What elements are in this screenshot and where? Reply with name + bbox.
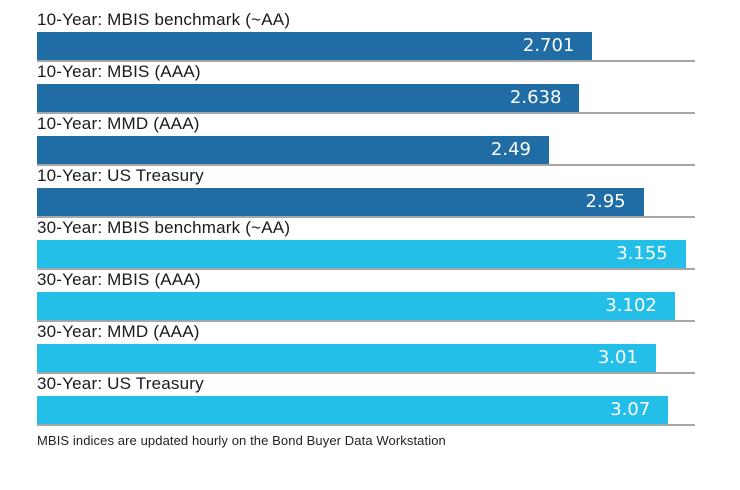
bar: 2.95 <box>37 188 644 216</box>
bar: 2.49 <box>37 136 549 164</box>
category-label: 10-Year: MBIS (AAA) <box>37 62 201 81</box>
category-label: 30-Year: MMD (AAA) <box>37 322 200 341</box>
category-label: 10-Year: MBIS benchmark (~AA) <box>37 10 291 29</box>
bar: 3.155 <box>37 240 686 268</box>
category-label: 10-Year: MMD (AAA) <box>37 114 200 133</box>
bar-row: 30-Year: MBIS (AAA) 3.102 <box>37 270 695 322</box>
bar-track: 3.155 <box>37 240 695 270</box>
bar-track: 2.701 <box>37 32 695 62</box>
bar-track: 2.638 <box>37 84 695 114</box>
bar-value-label: 3.07 <box>610 399 651 420</box>
category-label: 30-Year: US Treasury <box>37 374 204 393</box>
bar-row: 10-Year: US Treasury 2.95 <box>37 166 695 218</box>
bar-value-label: 2.95 <box>585 191 626 212</box>
bar-row: 10-Year: MMD (AAA) 2.49 <box>37 114 695 166</box>
chart-footnote: MBIS indices are updated hourly on the B… <box>37 433 446 448</box>
category-label: 10-Year: US Treasury <box>37 166 204 185</box>
bar-value-label: 3.01 <box>597 347 638 368</box>
bar-value-label: 3.155 <box>616 243 668 264</box>
bond-yields-bar-chart: 10-Year: MBIS benchmark (~AA) 2.701 10-Y… <box>37 10 695 448</box>
bar-track: 2.49 <box>37 136 695 166</box>
bar-baseline <box>37 424 695 426</box>
bar-value-label: 2.49 <box>490 139 531 160</box>
bar-row: 30-Year: MBIS benchmark (~AA) 3.155 <box>37 218 695 270</box>
bar: 3.07 <box>37 396 669 424</box>
bar-value-label: 2.638 <box>509 87 562 108</box>
bar-track: 2.95 <box>37 188 695 218</box>
category-label: 30-Year: MBIS benchmark (~AA) <box>37 218 291 237</box>
bar-row: 10-Year: MBIS benchmark (~AA) 2.701 <box>37 10 695 62</box>
bar: 2.638 <box>37 84 580 112</box>
bar-row: 10-Year: MBIS (AAA) 2.638 <box>37 62 695 114</box>
bar-row: 30-Year: MMD (AAA) 3.01 <box>37 322 695 374</box>
bar: 3.102 <box>37 292 675 320</box>
category-label: 30-Year: MBIS (AAA) <box>37 270 201 289</box>
bar-rows-container: 10-Year: MBIS benchmark (~AA) 2.701 10-Y… <box>37 10 695 426</box>
bar-track: 3.102 <box>37 292 695 322</box>
bar-track: 3.07 <box>37 396 695 426</box>
bar-value-label: 3.102 <box>605 295 657 316</box>
bar-track: 3.01 <box>37 344 695 374</box>
bar-value-label: 2.701 <box>522 35 575 56</box>
bar-row: 30-Year: US Treasury 3.07 <box>37 374 695 426</box>
bar: 3.01 <box>37 344 656 372</box>
bar: 2.701 <box>37 32 593 60</box>
